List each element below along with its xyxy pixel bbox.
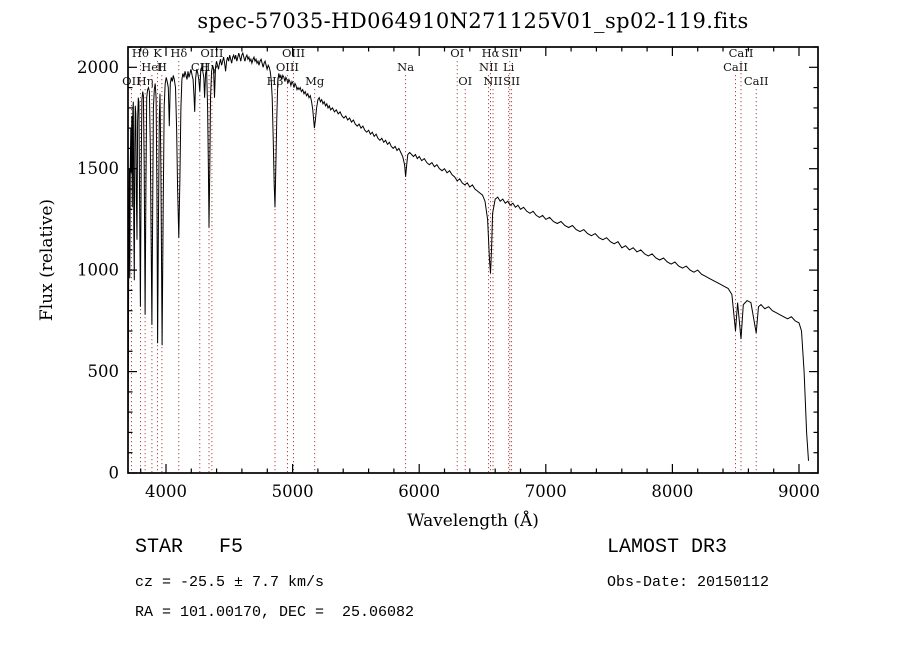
feature-label: H xyxy=(157,60,167,74)
feature-label: Hα xyxy=(482,46,500,60)
obs-date-text: Obs-Date: 20150112 xyxy=(607,574,770,591)
feature-label: OI xyxy=(458,74,472,88)
coordinates-text: RA = 101.00170, DEC = 25.06082 xyxy=(135,604,415,621)
feature-label: SII xyxy=(501,46,518,60)
x-tick-label: 6000 xyxy=(398,482,440,501)
feature-label: OIII xyxy=(276,60,299,74)
plot-border xyxy=(127,46,819,474)
radial-velocity-text: cz = -25.5 ± 7.7 km/s xyxy=(135,574,325,591)
x-tick-label: 5000 xyxy=(272,482,314,501)
feature-label: Li xyxy=(503,60,515,74)
feature-label: CaII xyxy=(729,46,754,60)
y-tick-label: 1000 xyxy=(77,261,119,280)
feature-label: HeI xyxy=(141,60,162,74)
y-tick-label: 2000 xyxy=(77,58,119,77)
y-tick-label: 0 xyxy=(109,464,120,483)
feature-label: Hδ xyxy=(170,46,187,60)
spectrum-line xyxy=(127,51,809,461)
feature-label: OIII xyxy=(282,46,305,60)
feature-label: OI xyxy=(450,46,464,60)
feature-label: K xyxy=(153,46,162,60)
feature-label: CII xyxy=(191,60,209,74)
feature-label: OIII xyxy=(200,46,223,60)
feature-label: Hη xyxy=(137,74,154,88)
feature-label: Hθ xyxy=(132,46,149,60)
x-tick-label: 7000 xyxy=(525,482,567,501)
y-tick-label: 1500 xyxy=(77,159,119,178)
y-tick-label: 500 xyxy=(88,362,120,381)
feature-label: CaII xyxy=(723,60,748,74)
x-tick-label: 8000 xyxy=(651,482,693,501)
feature-label: CaII xyxy=(744,74,769,88)
survey-release-label: LAMOST DR3 xyxy=(607,536,728,559)
feature-label: NII xyxy=(479,60,498,74)
feature-label: SII xyxy=(503,74,520,88)
feature-label: Na xyxy=(397,60,414,74)
x-axis-label: Wavelength (Å) xyxy=(407,511,539,531)
feature-label: OII xyxy=(122,74,141,88)
feature-label: Mg xyxy=(305,74,325,88)
x-tick-label: 4000 xyxy=(145,482,187,501)
plot-title: spec-57035-HD064910N271125V01_sp02-119.f… xyxy=(197,9,749,33)
feature-label: NII xyxy=(483,74,502,88)
object-class-label: STAR F5 xyxy=(135,536,244,559)
x-tick-label: 9000 xyxy=(778,482,820,501)
